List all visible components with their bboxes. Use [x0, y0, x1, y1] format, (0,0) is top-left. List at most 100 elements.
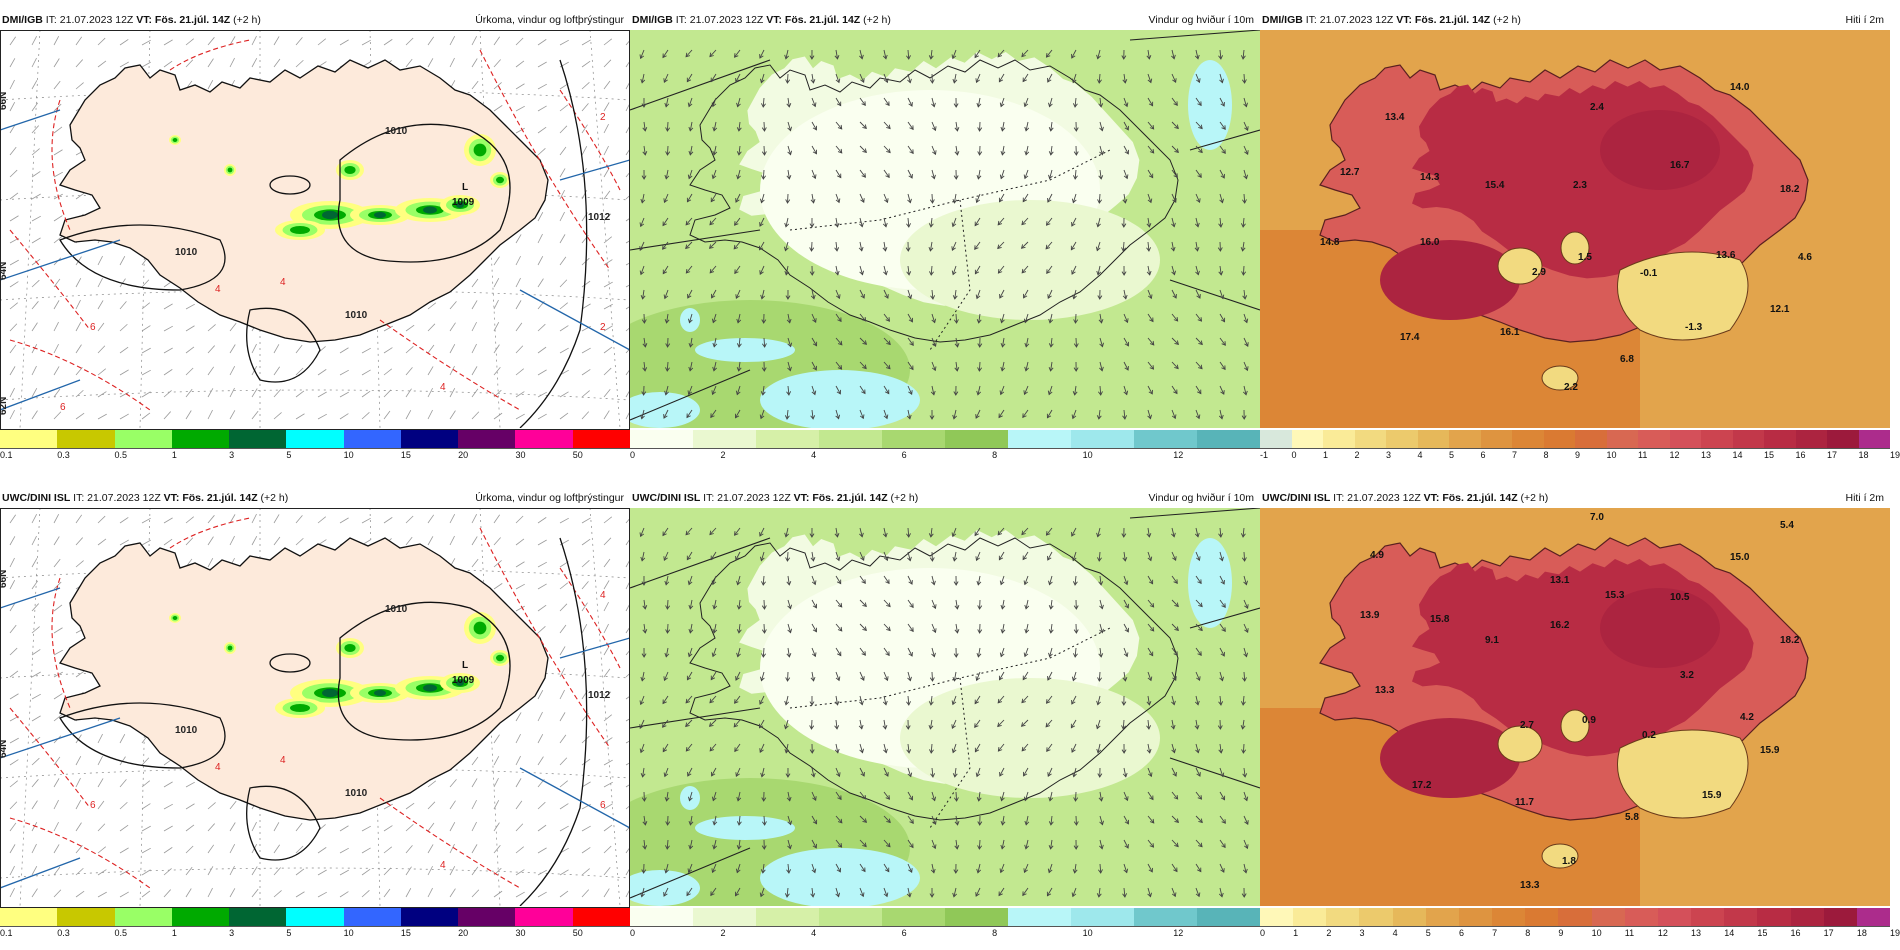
- legend-swatch: [1293, 908, 1327, 926]
- temperature-value: 2.3: [1573, 180, 1587, 191]
- temperature-contour: [9, 229, 91, 331]
- isobar-label: 1010: [175, 725, 198, 736]
- legend-swatch: [0, 908, 58, 926]
- legend-tick-label: 15: [1757, 928, 1768, 938]
- legend-swatch: [1669, 430, 1701, 448]
- legend-swatch: [1134, 430, 1197, 448]
- temperature-value: -0.1: [1640, 268, 1658, 279]
- lead-time: (+2 h): [1520, 492, 1549, 504]
- legend-swatch: [57, 908, 115, 926]
- legend-tick-label: 13: [1691, 928, 1702, 938]
- temperature-contour: [379, 797, 521, 889]
- legend-tick-label: 3: [229, 928, 235, 938]
- legend-swatch: [1071, 908, 1134, 926]
- legend-swatch: [1458, 908, 1493, 926]
- meridian-line: [19, 30, 41, 428]
- panel-dmi-temp: DMI/IGB IT: 21.07.2023 12Z VT: Fös. 21.j…: [1260, 10, 1900, 468]
- legend-tick-label: 8: [992, 928, 998, 938]
- grid-boundary-line: [559, 637, 630, 659]
- region-border: [1189, 129, 1260, 151]
- legend-tick-label: 0: [1291, 450, 1297, 460]
- temperature-contour-label: 4: [280, 755, 286, 766]
- temperature-value: 2.4: [1590, 102, 1604, 113]
- legend-swatch: [1795, 430, 1827, 448]
- legend-swatch: [1197, 908, 1260, 926]
- legend-tick-label: 20: [458, 450, 469, 460]
- light-wind-zone: [900, 678, 1160, 798]
- legend-tick-label: 6: [1480, 450, 1486, 460]
- map-wind: [630, 508, 1260, 906]
- temperature-value: 10.5: [1670, 592, 1690, 603]
- model-name: DMI/IGB: [632, 14, 673, 26]
- legend-tick-label: 8: [992, 450, 998, 460]
- latitude-label: 64N: [0, 262, 9, 280]
- grid-boundary-line: [519, 767, 630, 829]
- legend-tick-label: 4: [811, 450, 817, 460]
- grid-boundary-line: [0, 379, 81, 411]
- precip-area: [290, 704, 310, 712]
- isobar: [337, 123, 511, 263]
- legend-color-bar: [1260, 908, 1890, 927]
- variable-name: Úrkoma, vindur og loftþrýstingur: [475, 14, 624, 26]
- legend-precip: 0.1 0.3 0.5 1 3 5 10 15 20 30 50: [0, 430, 630, 468]
- temperature-value: 0.2: [1642, 730, 1656, 741]
- legend-swatch: [1323, 430, 1355, 448]
- temperature-value: 12.7: [1340, 167, 1360, 178]
- legend-swatch: [693, 908, 756, 926]
- legend-swatch: [819, 908, 882, 926]
- panel-title: UWC/DINI ISL IT: 21.07.2023 12Z VT: Fös.…: [0, 488, 630, 508]
- lead-time: (+2 h): [890, 492, 919, 504]
- legend-swatch: [693, 430, 756, 448]
- latitude-label: 64N: [0, 740, 9, 758]
- valid-time: VT: Fös. 21.júl. 14Z: [766, 14, 861, 26]
- map-precip: L 1009 1010 1010 1010 1012 66N 64N 62N 4 4 6 2 2 4 6: [0, 30, 630, 428]
- legend-swatch: [1492, 908, 1526, 926]
- legend-tick-label: 5: [1425, 928, 1431, 938]
- legend-swatch: [1638, 430, 1670, 448]
- region-border: [630, 707, 761, 729]
- temperature-value: -1.3: [1685, 322, 1703, 333]
- panel-uwc-precip: UWC/DINI ISL IT: 21.07.2023 12Z VT: Fös.…: [0, 488, 630, 946]
- legend-swatch: [458, 430, 516, 448]
- legend-swatch: [1558, 908, 1592, 926]
- glacier-hofsjokull: [1560, 231, 1590, 265]
- legend-tick-label: 5: [1449, 450, 1455, 460]
- model-name: UWC/DINI ISL: [2, 492, 71, 504]
- temperature-value: 17.4: [1400, 332, 1420, 343]
- legend-tick-label: 0.3: [57, 450, 70, 460]
- legend-tick-label: 0.1: [0, 450, 13, 460]
- legend-tick-label: 2: [1354, 450, 1360, 460]
- legend-tick-label: 1: [1323, 450, 1329, 460]
- light-wind-zone: [900, 200, 1160, 320]
- legend-color-bar: [0, 908, 630, 927]
- low-pressure-label: L: [462, 660, 468, 671]
- isobar-label: 1010: [345, 788, 368, 799]
- isobar: [337, 601, 511, 741]
- map-temperature: 14.0 13.4 2.4 12.7 14.3 15.4 2.3 16.7 18.2 14.8 16…: [1260, 30, 1890, 428]
- temperature-value: 16.0: [1420, 237, 1440, 248]
- panel-title: DMI/IGB IT: 21.07.2023 12Z VT: Fös. 21.j…: [630, 10, 1260, 30]
- temperature-value: 13.3: [1520, 880, 1540, 891]
- panel-title: DMI/IGB IT: 21.07.2023 12Z VT: Fös. 21.j…: [1260, 10, 1890, 30]
- legend-tick-label: 4: [811, 928, 817, 938]
- gust-area: [760, 848, 920, 906]
- isobar-label: 1010: [345, 310, 368, 321]
- legend-swatch: [1724, 908, 1758, 926]
- region-border: [1169, 279, 1260, 311]
- temperature-value: 1.8: [1562, 856, 1576, 867]
- legend-swatch: [1732, 430, 1764, 448]
- district-border: [789, 149, 1111, 351]
- legend-swatch: [286, 908, 344, 926]
- precip-area: [423, 206, 437, 214]
- temperature-value: 14.8: [1320, 237, 1340, 248]
- meridian-line: [589, 30, 621, 428]
- temperature-contour-label: 4: [440, 860, 446, 871]
- model-name: UWC/DINI ISL: [1262, 492, 1331, 504]
- temperature-value: 7.0: [1590, 512, 1604, 523]
- temperature-value: 5.8: [1625, 812, 1639, 823]
- legend-swatch: [756, 908, 819, 926]
- legend-swatch: [1071, 430, 1134, 448]
- legend-swatch: [114, 430, 172, 448]
- legend-tick-label: 11: [1638, 450, 1648, 460]
- grid-boundary-line: [0, 857, 81, 889]
